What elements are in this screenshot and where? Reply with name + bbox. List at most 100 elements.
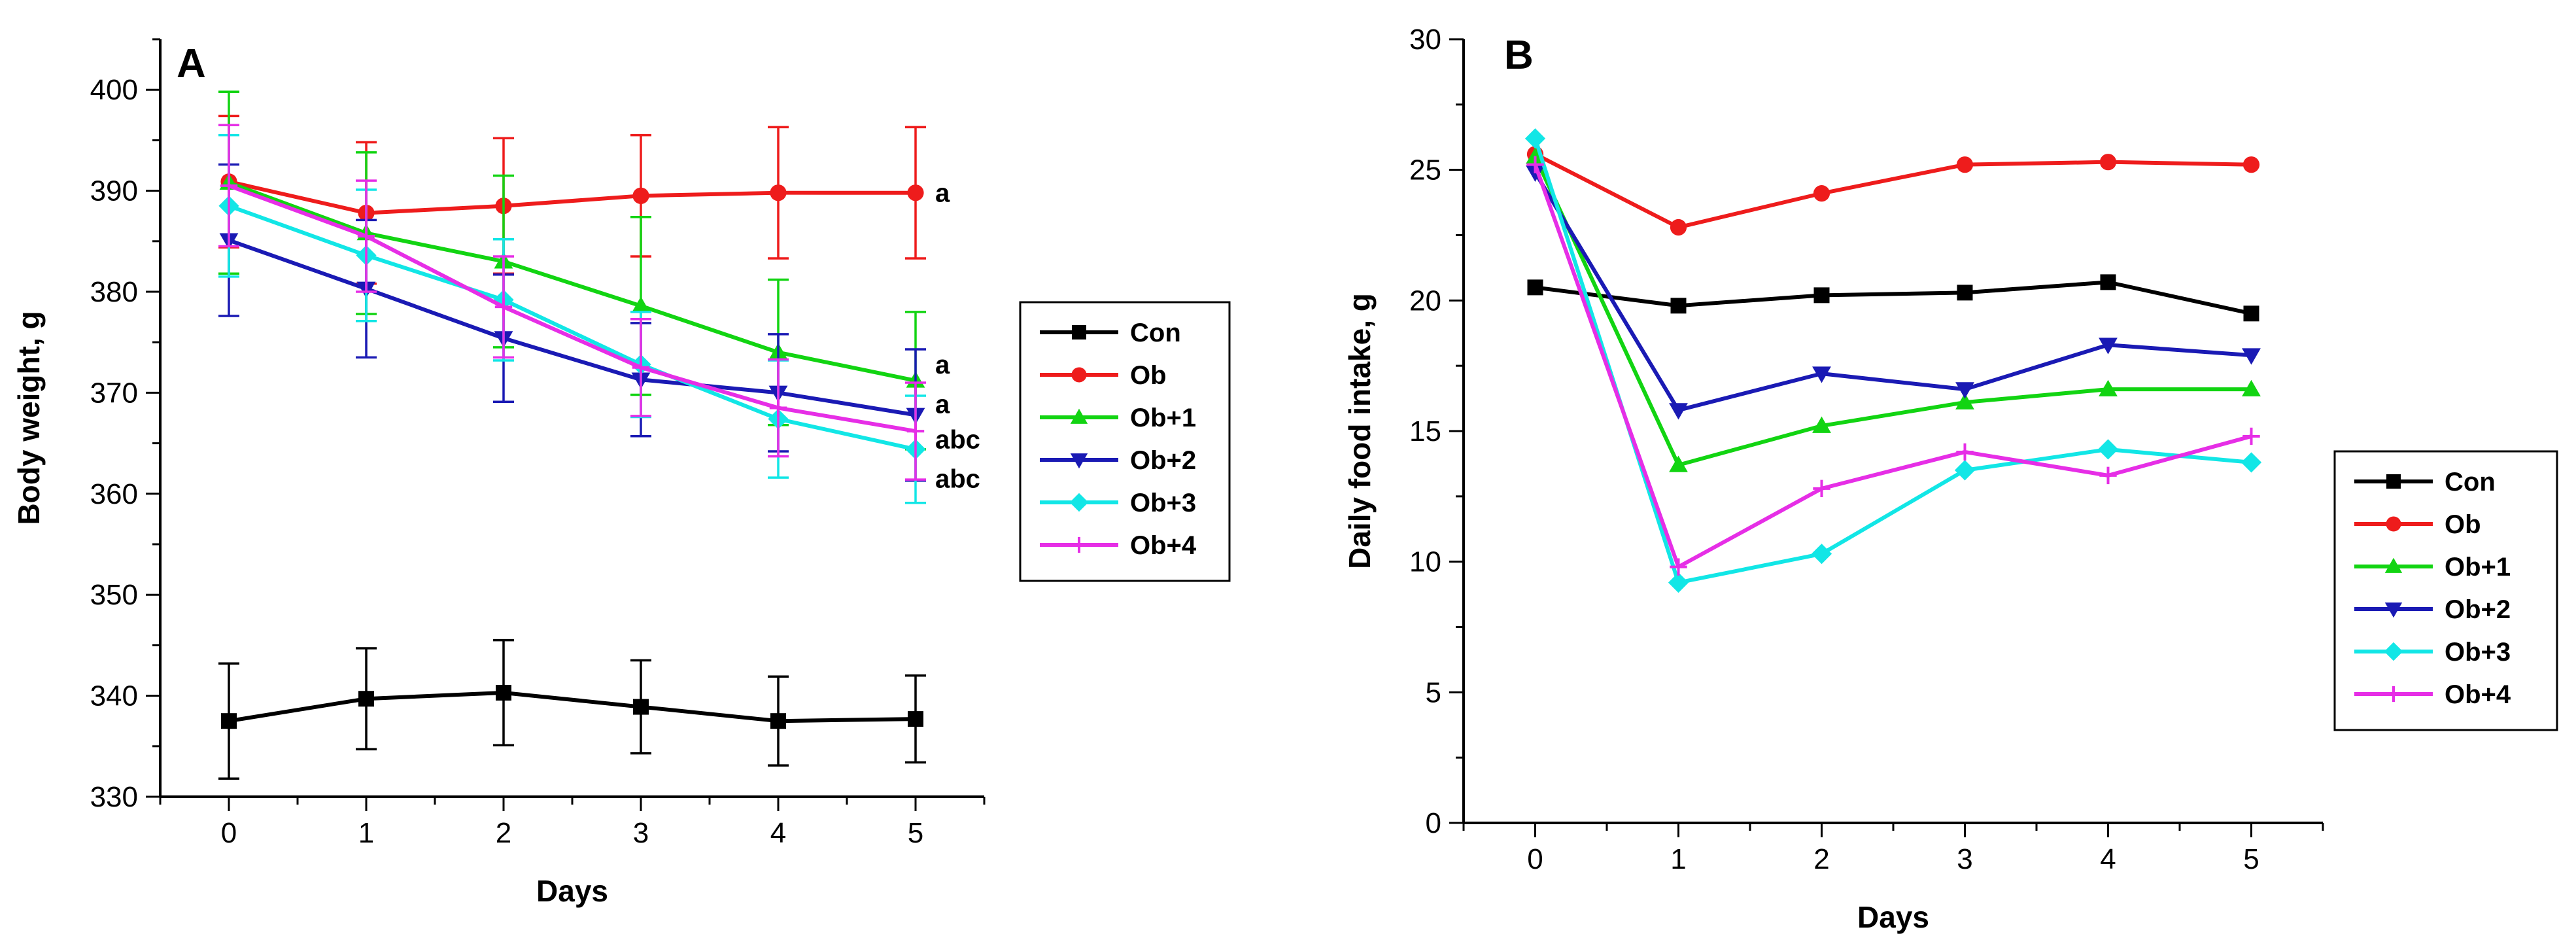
y-tick-label: 15 [1409,415,1441,447]
data-point [2097,439,2119,460]
legend-label: Ob [2445,510,2481,539]
legend-box [2333,450,2558,731]
data-point [632,358,650,376]
data-point [631,296,651,313]
data-point [1670,218,1687,236]
x-tick-label: 5 [908,817,923,849]
series-line [1533,156,2252,467]
panel-b-chart: 0 1 2 3 4 5 0 5 10 15 20 25 30 Days Daily food intake,… [1343,24,2558,934]
legend-label: Ob+2 [2445,595,2511,624]
series-obplus4 [1526,156,2260,576]
significance-annotation: a [935,351,950,379]
significance-annotation: abc [935,425,980,454]
series-line [1533,171,2252,413]
data-point [2100,274,2116,290]
legend-label: Ob [1130,361,1167,390]
data-point [1813,287,1830,304]
data-point [1669,403,1688,420]
data-point [907,184,924,201]
legend-label: Con [2445,468,2496,496]
legend-marker [1071,367,1087,383]
series-line [228,238,916,417]
data-point [1669,455,1688,472]
legend-label: Ob+3 [1130,489,1196,517]
panel-letter: A [177,41,206,86]
legend-label: Ob+4 [1130,531,1197,560]
legend-label: Ob+2 [1130,446,1196,475]
data-point [770,713,786,729]
legend-label: Ob+3 [2445,638,2511,667]
x-tick-label: 3 [1957,843,1972,875]
data-point [1527,279,1543,296]
panel-a-chart: 0 1 2 3 4 5 330 340 350 360 370 380 390 400 Days Body w… [12,38,1231,908]
data-point [496,684,511,701]
data-point [2099,379,2118,396]
legend-marker [1069,493,1089,512]
series-line [1533,164,2252,569]
legend-marker [2386,516,2401,532]
series-con [218,638,926,780]
series-line [228,181,916,383]
significance-annotation: abc [935,465,980,494]
data-point [2099,338,2118,355]
y-tick-label: 400 [90,74,138,106]
series-con [1527,274,2259,322]
data-point [1670,558,1687,576]
series-line [228,690,916,723]
legend: Con Ob Ob+1 Ob+2 Ob+3 Ob+4 [2333,450,2558,731]
legend-marker [1070,453,1088,469]
y-tick-label: 360 [90,478,138,510]
data-point [2243,305,2259,322]
data-point [2242,427,2260,445]
data-point [906,422,925,440]
x-tick-label: 4 [770,817,786,849]
data-point [908,711,923,727]
series-obplus1 [1526,147,2261,472]
legend-marker [2384,557,2403,573]
y-axis-title: Body weight, g [12,311,46,525]
series-ob [218,114,926,285]
data-point [1955,382,1974,399]
x-axis-title: Days [1857,900,1929,934]
y-tick-label: 340 [90,680,138,712]
y-tick-label: 10 [1409,546,1441,578]
x-tick-label: 1 [358,817,374,849]
data-point [2242,156,2260,173]
series-line [228,203,916,451]
y-tick-label: 25 [1409,154,1441,186]
series-obplus3 [218,133,926,504]
data-point [632,187,649,204]
data-point [1524,128,1546,149]
data-point [1954,460,1976,481]
series-line [228,184,916,434]
y-tick-label: 5 [1426,676,1441,708]
legend-marker [2384,602,2403,618]
data-point [1526,156,1544,173]
legend-label: Ob+1 [1130,404,1196,432]
x-tick-label: 1 [1670,843,1686,875]
data-point [1526,165,1545,183]
legend-marker [2384,642,2403,661]
data-point [1668,572,1689,593]
series-line [1533,137,2252,585]
series-line [228,179,916,215]
data-point [2241,452,2262,473]
x-tick-label: 2 [1813,843,1829,875]
data-point [2242,348,2261,365]
data-point [220,177,238,195]
data-point [1670,298,1687,314]
data-point [221,713,237,729]
data-point [769,399,787,417]
series-obplus3 [1524,128,2262,593]
series-line [1534,152,2252,230]
series-obplus2 [1526,165,2261,420]
data-point [1812,416,1831,433]
x-tick-label: 0 [221,817,237,849]
data-point [1813,185,1830,202]
legend: Con Ob Ob+1 Ob+2 Ob+3 Ob+4 [1019,301,1231,582]
series-line [1535,280,2252,316]
x-tick-label: 3 [633,817,649,849]
y-tick-label: 350 [90,579,138,611]
data-point [1812,366,1831,383]
